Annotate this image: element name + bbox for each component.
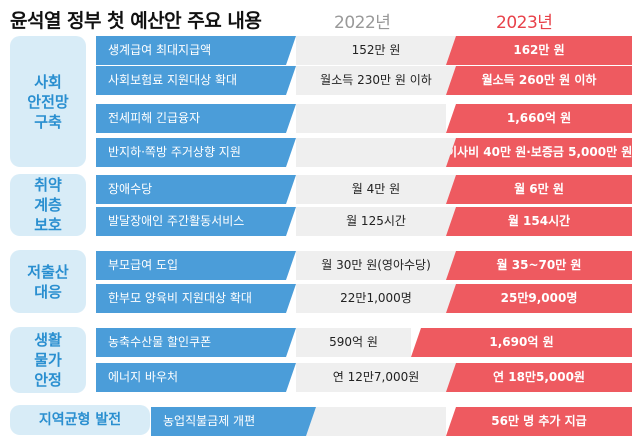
value-2022: 152만 원	[296, 36, 456, 65]
table-row: 56만 명 추가 지급 농업직불금제 개편	[96, 407, 632, 436]
table-row: 이사비 40만 원·보증금 5,000만 원 반지하·쪽방 주거상향 지원	[96, 138, 632, 167]
value-2022: 월 125시간	[296, 207, 456, 236]
header-2022: 2022년	[334, 13, 391, 33]
value-2022: 월 4만 원	[296, 175, 456, 204]
value-2022: 590억 원	[296, 328, 411, 357]
table-row: 1,660억 원 전세피해 긴급융자	[96, 104, 632, 133]
value-2023: 연 18만5,000원	[446, 363, 632, 392]
item-label: 농업직불금제 개편	[151, 407, 316, 436]
item-label: 장애수당	[96, 175, 296, 204]
table-row: 연 12만7,000원 연 18만5,000원 에너지 바우처	[96, 363, 632, 392]
value-2023: 이사비 40만 원·보증금 5,000만 원	[446, 138, 632, 167]
value-2022: 월 30만 원(영아수당)	[296, 251, 456, 280]
item-label: 발달장애인 주간활동서비스	[96, 207, 296, 236]
item-label: 부모급여 도입	[96, 251, 296, 280]
item-label: 에너지 바우처	[96, 363, 296, 392]
item-label: 반지하·쪽방 주거상향 지원	[96, 138, 296, 167]
table-row: 152만 원 162만 원 생계급여 최대지급액	[96, 36, 632, 65]
value-2023: 56만 명 추가 지급	[446, 407, 632, 436]
category-label: 사회 안전망 구축	[10, 36, 86, 167]
table-row: 월소득 230만 원 이하 월소득 260만 원 이하 사회보험료 지원대상 확대	[96, 66, 632, 95]
value-2023: 25만9,000명	[446, 284, 632, 313]
item-label: 농축수산물 할인쿠폰	[96, 328, 296, 357]
page-title: 윤석열 정부 첫 예산안 주요 내용	[10, 10, 262, 32]
value-2022	[296, 407, 446, 436]
value-2022	[296, 104, 446, 133]
value-2023: 월 6만 원	[446, 175, 632, 204]
value-2022: 월소득 230만 원 이하	[296, 66, 456, 95]
table-row: 월 125시간 월 154시간 발달장애인 주간활동서비스	[96, 207, 632, 236]
value-2022	[296, 138, 456, 167]
item-label: 생계급여 최대지급액	[96, 36, 296, 65]
category-label: 저출산 대응	[10, 250, 86, 313]
value-2022: 22만1,000명	[296, 284, 456, 313]
value-2023: 월 35~70만 원	[446, 251, 632, 280]
value-2023: 월 154시간	[446, 207, 632, 236]
value-2023: 162만 원	[446, 36, 632, 65]
value-2023: 1,660억 원	[446, 104, 632, 133]
item-label: 한부모 양육비 지원대상 확대	[96, 284, 296, 313]
value-2022: 연 12만7,000원	[296, 363, 456, 392]
table-row: 22만1,000명 25만9,000명 한부모 양육비 지원대상 확대	[96, 284, 632, 313]
item-label: 사회보험료 지원대상 확대	[96, 66, 296, 95]
item-label: 전세피해 긴급융자	[96, 104, 296, 133]
table-row: 월 30만 원(영아수당) 월 35~70만 원 부모급여 도입	[96, 251, 632, 280]
category-label: 생활 물가 안정	[10, 327, 86, 393]
category-label: 취약 계층 보호	[10, 174, 86, 236]
header-2023: 2023년	[496, 13, 553, 33]
value-2023: 1,690억 원	[411, 328, 632, 357]
value-2023: 월소득 260만 원 이하	[446, 66, 632, 95]
category-label: 지역균형 발전	[10, 405, 150, 435]
table-row: 590억 원 1,690억 원 농축수산물 할인쿠폰	[96, 328, 632, 357]
